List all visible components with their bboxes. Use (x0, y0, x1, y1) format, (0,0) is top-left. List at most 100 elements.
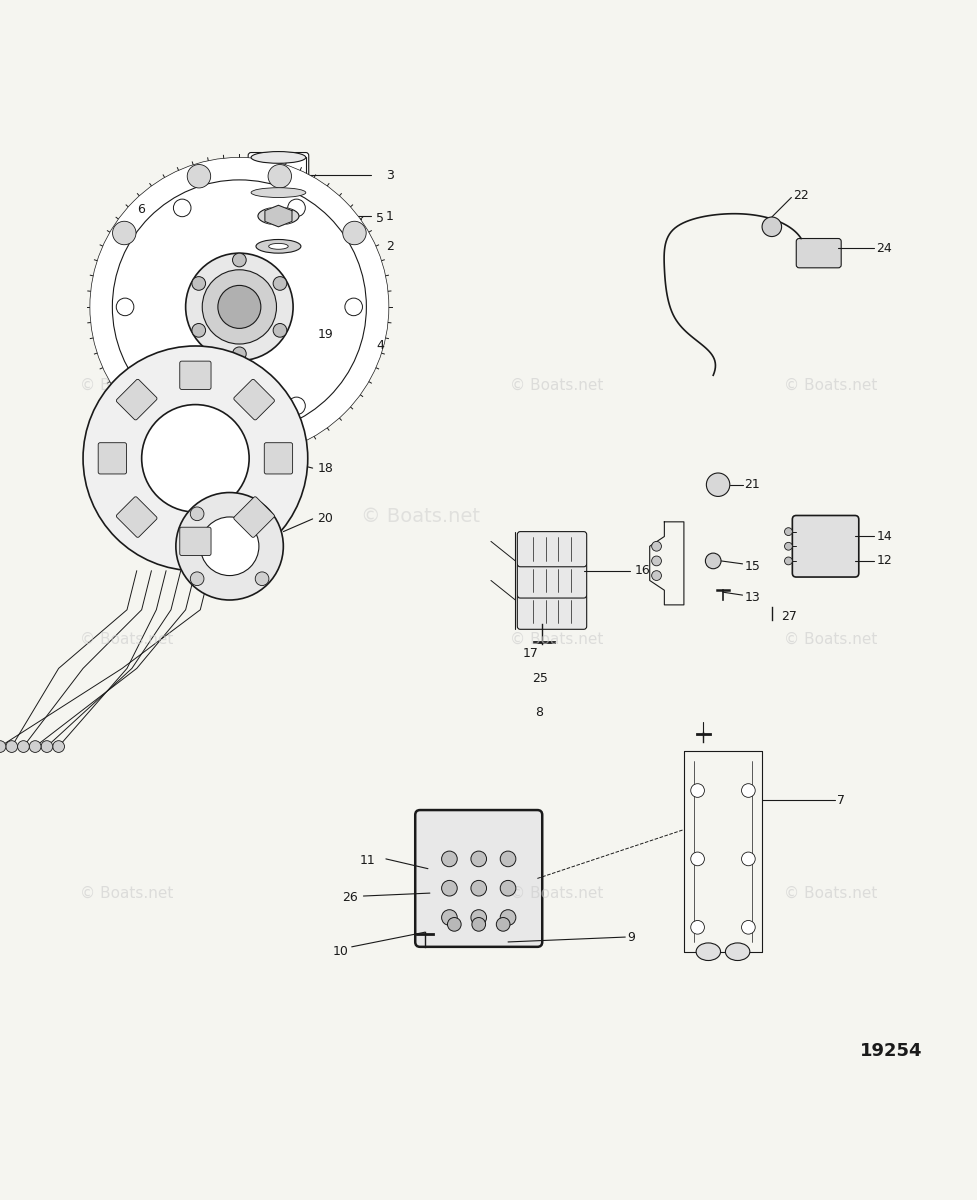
Text: 4: 4 (376, 340, 384, 353)
Circle shape (176, 492, 283, 600)
Text: 14: 14 (876, 530, 892, 542)
Circle shape (742, 784, 755, 797)
Ellipse shape (725, 943, 749, 960)
Text: 7: 7 (837, 793, 845, 806)
FancyBboxPatch shape (264, 443, 293, 474)
Circle shape (202, 270, 276, 344)
Text: 16: 16 (635, 564, 651, 577)
Text: 17: 17 (523, 647, 538, 660)
Circle shape (233, 347, 246, 361)
Circle shape (706, 473, 730, 497)
Text: 25: 25 (532, 672, 548, 685)
Circle shape (652, 556, 661, 566)
Text: © Boats.net: © Boats.net (361, 508, 480, 527)
Text: 19: 19 (318, 328, 333, 341)
Ellipse shape (251, 187, 306, 198)
Circle shape (447, 918, 461, 931)
Circle shape (652, 541, 661, 551)
FancyBboxPatch shape (517, 532, 586, 566)
Text: © Boats.net: © Boats.net (510, 378, 604, 392)
Circle shape (287, 199, 305, 217)
Circle shape (496, 918, 510, 931)
Circle shape (442, 910, 457, 925)
Text: 20: 20 (318, 512, 333, 526)
FancyBboxPatch shape (234, 379, 275, 420)
Circle shape (200, 517, 259, 576)
Circle shape (191, 324, 205, 337)
Text: 13: 13 (744, 590, 760, 604)
Circle shape (255, 506, 269, 521)
Text: 1: 1 (386, 210, 394, 222)
Text: © Boats.net: © Boats.net (784, 886, 877, 900)
Circle shape (41, 740, 53, 752)
Circle shape (233, 253, 246, 266)
FancyBboxPatch shape (792, 516, 859, 577)
Polygon shape (265, 205, 292, 227)
FancyBboxPatch shape (517, 563, 586, 598)
Circle shape (218, 286, 261, 329)
Circle shape (691, 920, 704, 934)
Ellipse shape (256, 240, 301, 253)
Circle shape (191, 277, 205, 290)
Circle shape (53, 740, 64, 752)
Circle shape (173, 397, 191, 415)
Text: 27: 27 (782, 610, 797, 623)
Circle shape (785, 542, 792, 550)
Circle shape (142, 404, 249, 512)
FancyBboxPatch shape (415, 810, 542, 947)
Text: 5: 5 (376, 212, 384, 226)
Text: 19254: 19254 (860, 1043, 922, 1061)
Text: © Boats.net: © Boats.net (80, 378, 174, 392)
Text: © Boats.net: © Boats.net (80, 886, 174, 900)
Circle shape (691, 852, 704, 865)
FancyBboxPatch shape (180, 527, 211, 556)
Circle shape (691, 784, 704, 797)
Circle shape (471, 881, 487, 896)
FancyBboxPatch shape (796, 239, 841, 268)
Text: 21: 21 (744, 479, 760, 491)
Circle shape (255, 572, 269, 586)
FancyBboxPatch shape (180, 361, 211, 390)
Text: 26: 26 (342, 892, 358, 905)
Text: 18: 18 (318, 462, 333, 475)
Text: 6: 6 (137, 203, 145, 216)
FancyBboxPatch shape (248, 152, 309, 198)
Circle shape (500, 881, 516, 896)
Circle shape (785, 528, 792, 535)
Text: 12: 12 (876, 554, 892, 568)
Circle shape (90, 157, 389, 456)
Text: © Boats.net: © Boats.net (784, 378, 877, 392)
Circle shape (500, 910, 516, 925)
Text: 3: 3 (386, 168, 394, 181)
Circle shape (186, 253, 293, 361)
Text: 2: 2 (386, 240, 394, 253)
FancyBboxPatch shape (517, 594, 586, 629)
Circle shape (442, 851, 457, 866)
Circle shape (116, 298, 134, 316)
Text: 11: 11 (360, 854, 375, 868)
Text: © Boats.net: © Boats.net (510, 886, 604, 900)
Circle shape (742, 920, 755, 934)
Circle shape (83, 346, 308, 571)
Circle shape (274, 277, 287, 290)
Text: 10: 10 (332, 946, 348, 959)
Circle shape (112, 180, 366, 434)
Circle shape (29, 740, 41, 752)
Circle shape (274, 324, 287, 337)
Circle shape (652, 571, 661, 581)
FancyBboxPatch shape (98, 443, 127, 474)
Text: © Boats.net: © Boats.net (80, 631, 174, 647)
Circle shape (287, 397, 305, 415)
Text: 9: 9 (627, 930, 635, 943)
FancyBboxPatch shape (116, 379, 157, 420)
Circle shape (471, 910, 487, 925)
Circle shape (188, 164, 211, 188)
Circle shape (500, 851, 516, 866)
Circle shape (785, 557, 792, 565)
Circle shape (343, 221, 366, 245)
Circle shape (762, 217, 782, 236)
FancyBboxPatch shape (234, 497, 275, 538)
Circle shape (6, 740, 18, 752)
Text: 22: 22 (793, 190, 809, 202)
Circle shape (705, 553, 721, 569)
